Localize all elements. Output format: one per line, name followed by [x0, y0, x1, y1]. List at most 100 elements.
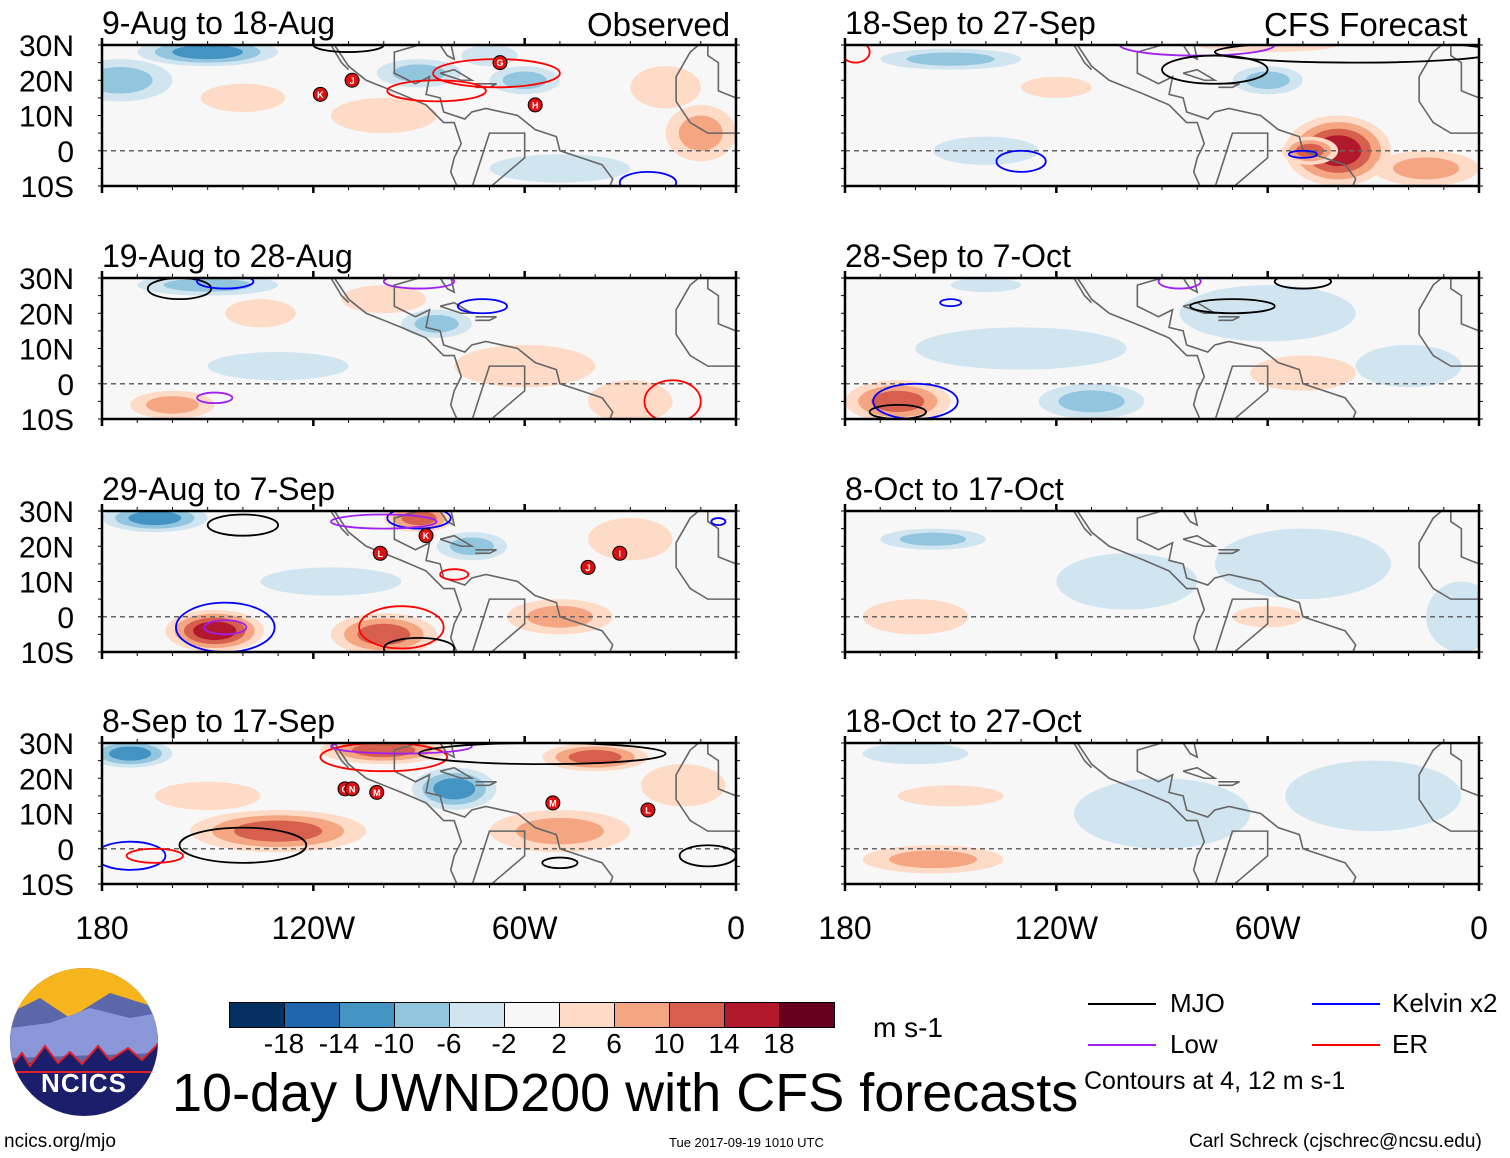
- storm-label: L: [378, 549, 384, 559]
- lon-tick-label: 0: [727, 910, 745, 946]
- coastline: [333, 743, 463, 884]
- lon-tick-label: 60W: [492, 910, 559, 946]
- colorbar-swatch: [449, 1003, 504, 1027]
- storm-label: L: [645, 805, 651, 815]
- wind-anomaly-mark: [678, 115, 723, 151]
- contour-low: [1157, 278, 1202, 290]
- coastline: [393, 45, 614, 186]
- colorbar-tick-label: 18: [763, 1028, 795, 1059]
- wind-anomaly-mark: [568, 750, 622, 765]
- coastline: [1450, 278, 1479, 332]
- panel-title: 29-Aug to 7-Sep: [102, 471, 335, 507]
- lat-tick-label: 10N: [19, 567, 74, 600]
- wind-anomaly-mark: [102, 67, 153, 94]
- contour-mjo: [146, 278, 213, 301]
- colorbar-swatch: [230, 1003, 284, 1027]
- wind-anomaly-mark: [1393, 157, 1460, 180]
- lat-tick-label: 10N: [19, 334, 74, 367]
- lat-tick-label: 30N: [19, 728, 74, 761]
- storm-label: K: [423, 531, 430, 541]
- wind-anomaly-mark: [1250, 355, 1356, 391]
- colorbar-swatch: [559, 1003, 614, 1027]
- wind-anomaly-mark: [357, 623, 411, 645]
- coastline: [329, 45, 350, 71]
- colorbar-tick-label: -6: [436, 1028, 462, 1059]
- wind-anomaly-mark: [515, 817, 604, 845]
- tropical-cyclone-icon: H: [527, 97, 543, 113]
- storm-label: J: [586, 563, 591, 573]
- storm-label: J: [350, 76, 355, 86]
- wind-anomaly-mark: [1355, 344, 1462, 388]
- contour-mjo: [1161, 54, 1269, 85]
- lat-tick-label: 10S: [21, 637, 74, 670]
- coastline: [1072, 278, 1093, 304]
- author-credit: Carl Schreck (cjschrec@ncsu.edu): [1189, 1131, 1482, 1152]
- map-panel: 8-Oct to 17-Oct: [841, 471, 1483, 659]
- wind-anomaly-mark: [1058, 390, 1125, 413]
- colorbar: [229, 1002, 835, 1028]
- storm-label: K: [317, 90, 324, 100]
- lat-tick-label: 20N: [19, 763, 74, 796]
- wind-anomaly-mark: [433, 778, 476, 800]
- site-link[interactable]: ncics.org/mjo: [4, 1131, 116, 1152]
- contour-low: [196, 391, 234, 405]
- contour-mjo: [1273, 278, 1332, 290]
- contour-kelvin: [1287, 149, 1318, 159]
- map-panel: 18-Oct to 27-Oct: [841, 703, 1483, 891]
- contour-kelvin: [618, 171, 678, 186]
- lat-tick-label: 10S: [21, 404, 74, 437]
- coastline: [1182, 68, 1218, 82]
- coastline: [475, 548, 497, 555]
- contour-er: [319, 743, 449, 773]
- logo-mountains-icon: [10, 968, 158, 1073]
- coastline: [333, 278, 463, 419]
- colorbar-tick-label: 2: [551, 1028, 567, 1059]
- coastline: [329, 511, 350, 537]
- wind-anomaly-mark: [588, 380, 673, 419]
- colorbar-swatch: [614, 1003, 669, 1027]
- wind-anomaly-mark: [260, 567, 402, 596]
- coastline: [439, 68, 475, 82]
- tropical-cyclone-icon: J: [580, 559, 596, 575]
- colorbar-swatch: [779, 1003, 834, 1027]
- units-label: m s-1: [873, 1012, 943, 1043]
- colorbar-swatch: [504, 1003, 559, 1027]
- coastline: [707, 743, 736, 797]
- wind-anomaly-mark: [933, 136, 1039, 165]
- wind-anomaly-mark: [1245, 71, 1290, 90]
- lat-tick-label: 20N: [19, 531, 74, 564]
- coastline: [1218, 780, 1240, 787]
- contour-low: [382, 278, 456, 290]
- tropical-cyclone-icon: L: [640, 802, 656, 818]
- contour-low: [203, 619, 248, 636]
- wind-anomaly-mark: [392, 64, 446, 83]
- coastline: [1136, 511, 1357, 652]
- wind-anomaly-mark: [163, 278, 252, 292]
- contour-kelvin: [995, 149, 1047, 173]
- wind-anomaly-mark: [1285, 760, 1462, 832]
- colorbar-swatch: [724, 1003, 779, 1027]
- coastline: [675, 743, 736, 832]
- coastline: [1136, 743, 1357, 884]
- wind-anomaly-mark: [906, 52, 995, 66]
- wind-anomaly-mark: [461, 45, 518, 67]
- coastline: [1076, 511, 1206, 652]
- contour-er: [125, 847, 184, 864]
- lat-tick-label: 10S: [21, 171, 74, 204]
- contour-mjo: [178, 826, 308, 864]
- storm-label: G: [497, 58, 504, 68]
- coastline: [1218, 548, 1240, 555]
- wind-anomaly-mark: [172, 45, 243, 60]
- storm-label: H: [532, 100, 539, 110]
- lon-tick-label: 60W: [1235, 910, 1302, 946]
- lat-tick-label: 10N: [19, 799, 74, 832]
- coastline: [1418, 511, 1479, 600]
- timestamp: Tue 2017-09-19 1010 UTC: [669, 1135, 824, 1150]
- contour-kelvin: [386, 511, 452, 530]
- wind-anomaly-mark: [1021, 76, 1092, 98]
- colorbar-swatch: [284, 1003, 339, 1027]
- lat-tick-label: 0: [57, 834, 74, 867]
- legend-mjo: MJO: [1088, 988, 1225, 1019]
